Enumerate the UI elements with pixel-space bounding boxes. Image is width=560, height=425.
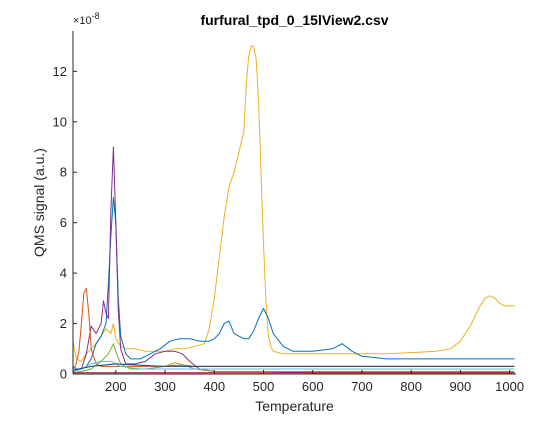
series-layer <box>72 45 515 374</box>
x-tick-label: 700 <box>351 379 373 394</box>
series-line-5 <box>72 343 515 374</box>
y-tick-label: 10 <box>53 114 67 129</box>
chart-title: furfural_tpd_0_15lView2.csv <box>200 12 388 28</box>
x-tick-label: 200 <box>105 379 127 394</box>
y-axis-label: QMS signal (a.u.) <box>31 148 47 257</box>
x-tick-label: 300 <box>154 379 176 394</box>
series-line-1 <box>72 45 515 362</box>
y-tick-label: 8 <box>60 165 67 180</box>
y-tick-label: 12 <box>53 64 67 79</box>
y-tick-label: 0 <box>60 367 67 382</box>
series-line-8 <box>72 363 515 371</box>
ticks-layer: 200 300 400 500 600 700 800 900 1000 0 2 4 6 8 10 12 <box>53 64 525 394</box>
y-tick-label: 2 <box>60 316 67 331</box>
y-exponent-base: ×10 <box>73 15 92 27</box>
plot-area <box>73 31 516 374</box>
series-line-6 <box>72 360 515 372</box>
x-tick-label: 600 <box>302 379 324 394</box>
x-axis-label: Temperature <box>255 398 334 414</box>
y-exponent-label: ×10-8 <box>73 11 100 27</box>
y-tick-label: 4 <box>60 266 67 281</box>
x-tick-label: 400 <box>203 379 225 394</box>
x-tick-label: 800 <box>400 379 422 394</box>
x-tick-label: 1000 <box>495 379 524 394</box>
x-tick-label: 500 <box>253 379 275 394</box>
x-tick-label: 900 <box>450 379 472 394</box>
y-exponent-power: -8 <box>92 11 100 21</box>
y-tick-label: 6 <box>60 215 67 230</box>
axes-layer <box>72 31 516 375</box>
